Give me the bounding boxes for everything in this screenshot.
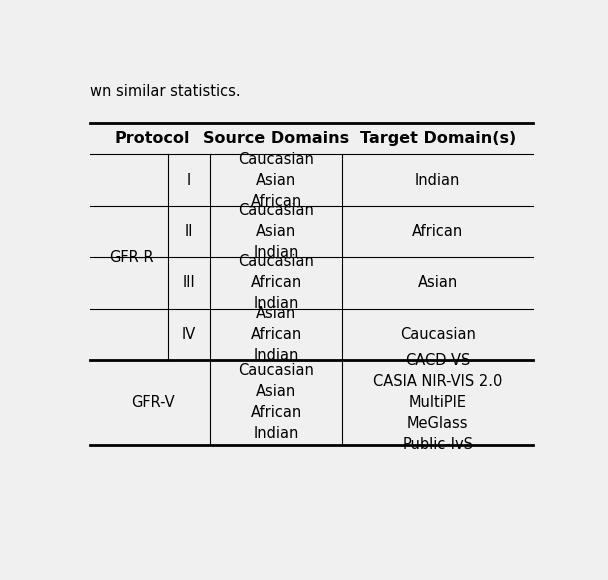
Text: Caucasian
Asian
African
Indian: Caucasian Asian African Indian — [238, 363, 314, 441]
Text: II: II — [185, 224, 193, 239]
Text: Caucasian: Caucasian — [399, 327, 475, 342]
Text: wn similar statistics.: wn similar statistics. — [90, 85, 241, 99]
Text: GFR-V: GFR-V — [131, 395, 174, 410]
Text: Asian
African
Indian: Asian African Indian — [250, 306, 302, 362]
Text: Target Domain(s): Target Domain(s) — [359, 131, 516, 146]
Text: IV: IV — [182, 327, 196, 342]
Text: Source Domains: Source Domains — [203, 131, 350, 146]
Text: African: African — [412, 224, 463, 239]
Text: III: III — [183, 276, 195, 291]
Text: Caucasian
African
Indian: Caucasian African Indian — [238, 255, 314, 311]
Text: Caucasian
Asian
Indian: Caucasian Asian Indian — [238, 203, 314, 260]
Text: Caucasian
Asian
African: Caucasian Asian African — [238, 151, 314, 209]
Text: Protocol: Protocol — [115, 131, 190, 146]
Text: Asian: Asian — [418, 276, 458, 291]
Text: CACD-VS
CASIA NIR-VIS 2.0
MultiPIE
MeGlass
Public-IvS: CACD-VS CASIA NIR-VIS 2.0 MultiPIE MeGla… — [373, 353, 502, 452]
Text: GFR-R: GFR-R — [109, 249, 154, 264]
Text: I: I — [187, 173, 191, 188]
Text: Indian: Indian — [415, 173, 460, 188]
